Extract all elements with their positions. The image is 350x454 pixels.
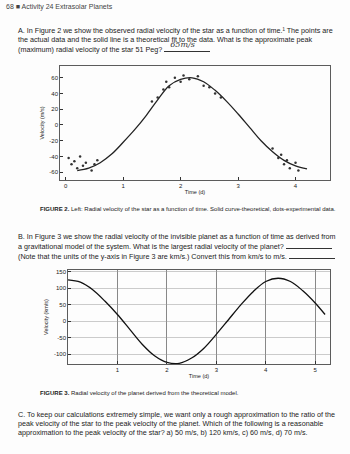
svg-text:Velocity (m/s): Velocity (m/s) [39,106,45,139]
svg-text:0: 0 [64,183,68,189]
svg-text:150: 150 [56,269,67,275]
svg-text:1: 1 [122,183,126,189]
svg-text:3: 3 [215,367,219,373]
svg-text:4: 4 [264,367,268,373]
html-text:B. In Figure 3 we show the rad: B. In Figure 3 we show the radial veloci… [18,232,336,252]
svg-text:-50: -50 [57,335,66,341]
svg-text:2: 2 [165,367,169,373]
svg-text:50: 50 [59,302,66,308]
svg-text:1: 1 [116,367,120,373]
html-text:A. In Figure 2 we show the obs: A. In Figure 2 we show the observed radi… [18,26,333,55]
svg-text:-60: -60 [49,169,58,175]
svg-text:5: 5 [313,367,317,373]
svg-text:0: 0 [63,318,67,324]
html-text:65m/s: 65m/s [170,40,195,50]
html-text:FIGURE 3. Radial velocity of t: FIGURE 3. Radial velocity of the planet … [40,390,239,396]
svg-text:0: 0 [55,122,59,128]
svg-text:60: 60 [51,75,58,81]
html-text:FIGURE 2. Left: Radial velocit: FIGURE 2. Left: Radial velocity of the s… [40,206,336,212]
html-text:C. To keep our calculations ex: C. To keep our calculations extremely si… [18,410,336,438]
svg-text:2: 2 [179,183,183,189]
html-text:68 ■ Activity 24 Extrasolar Pl: 68 ■ Activity 24 Extrasolar Planets [6,3,113,10]
svg-text:Velocity (km/s): Velocity (km/s) [43,299,49,335]
svg-text:20: 20 [51,106,58,112]
svg-text:Time (d): Time (d) [189,373,209,379]
svg-text:-40: -40 [49,154,58,160]
svg-text:-100: -100 [54,351,67,357]
svg-text:3: 3 [236,183,240,189]
svg-text:Time (d): Time (d) [185,189,205,195]
svg-text:-20: -20 [49,138,58,144]
svg-text:40: 40 [51,91,58,97]
svg-text:4: 4 [294,183,298,189]
svg-text:100: 100 [56,285,67,291]
html-text:(Note that the units of the y-: (Note that the units of the y-axis in Fi… [18,252,289,262]
